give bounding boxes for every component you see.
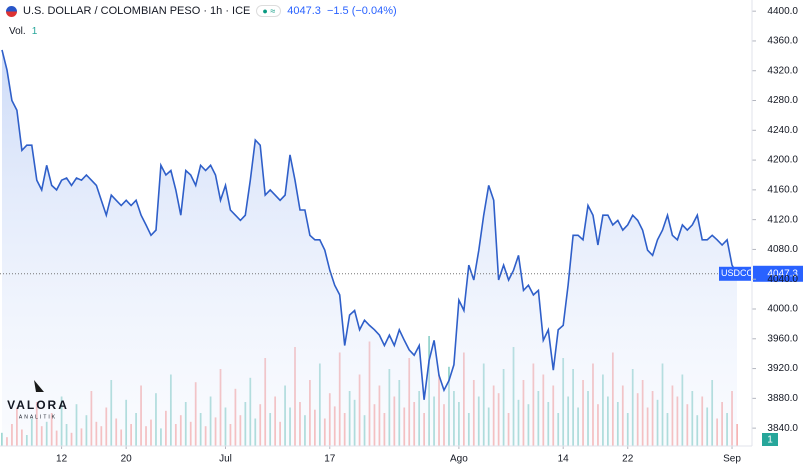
x-tick-label: 22 — [622, 454, 634, 465]
y-tick-label: 3920.0 — [767, 363, 798, 374]
y-tick-label: 4360.0 — [767, 36, 798, 47]
symbol-badge: USDCOP — [721, 268, 760, 278]
logo-mark — [34, 380, 44, 392]
volume-bar — [1, 432, 3, 446]
price-line — [1, 49, 738, 400]
y-tick-label: 3960.0 — [767, 333, 798, 344]
logo-sub: ANALITIK — [19, 414, 57, 420]
price-badge: 4047.3 — [767, 268, 798, 279]
flag — [6, 5, 17, 17]
pane-badge-bg — [762, 433, 778, 446]
y-tick-label: 4080.0 — [767, 244, 798, 255]
status-pill[interactable]: ● ≈ — [256, 5, 282, 17]
x-tick-label: 17 — [324, 454, 336, 465]
x-tick-label: Sep — [723, 454, 741, 465]
x-tick-label: 20 — [121, 454, 133, 465]
header: U.S. DOLLAR / COLOMBIAN PESO · 1h · ICE … — [6, 5, 397, 17]
x-tick-label: Jul — [219, 454, 232, 465]
symbol-badge-bg — [719, 266, 751, 281]
x-tick-label: Ago — [450, 454, 468, 465]
logo: VALORA — [7, 398, 69, 412]
y-tick-label: 4240.0 — [767, 125, 798, 136]
y-tick-label: 4120.0 — [767, 214, 798, 225]
price-area — [2, 49, 737, 447]
y-tick-label: 4200.0 — [767, 155, 798, 166]
price-badge-bg — [753, 265, 803, 282]
x-tick-label: 12 — [56, 454, 68, 465]
y-tick-label: 3840.0 — [767, 423, 798, 434]
y-tick-label: 4400.0 — [767, 6, 798, 17]
x-tick-label: 14 — [558, 454, 570, 465]
volume-legend: Vol. 1 — [9, 26, 37, 37]
y-tick-label: 4160.0 — [767, 185, 798, 196]
volume-value: 1 — [31, 26, 38, 37]
y-tick-label: 4000.0 — [767, 304, 798, 315]
volume-label: Vol. — [9, 26, 26, 37]
last-price: 4047.3 — [287, 5, 321, 17]
y-tick-label: 4040.0 — [767, 274, 798, 285]
price-change: −1.5 (−0.04%) — [326, 5, 397, 17]
y-tick-label: 4320.0 — [767, 65, 798, 76]
pane-badge: 1 — [767, 435, 773, 446]
y-tick-label: 4280.0 — [767, 95, 798, 106]
y-tick-label: 3880.0 — [767, 393, 798, 404]
symbol-title: U.S. DOLLAR / COLOMBIAN PESO · 1h · ICE — [23, 5, 251, 17]
